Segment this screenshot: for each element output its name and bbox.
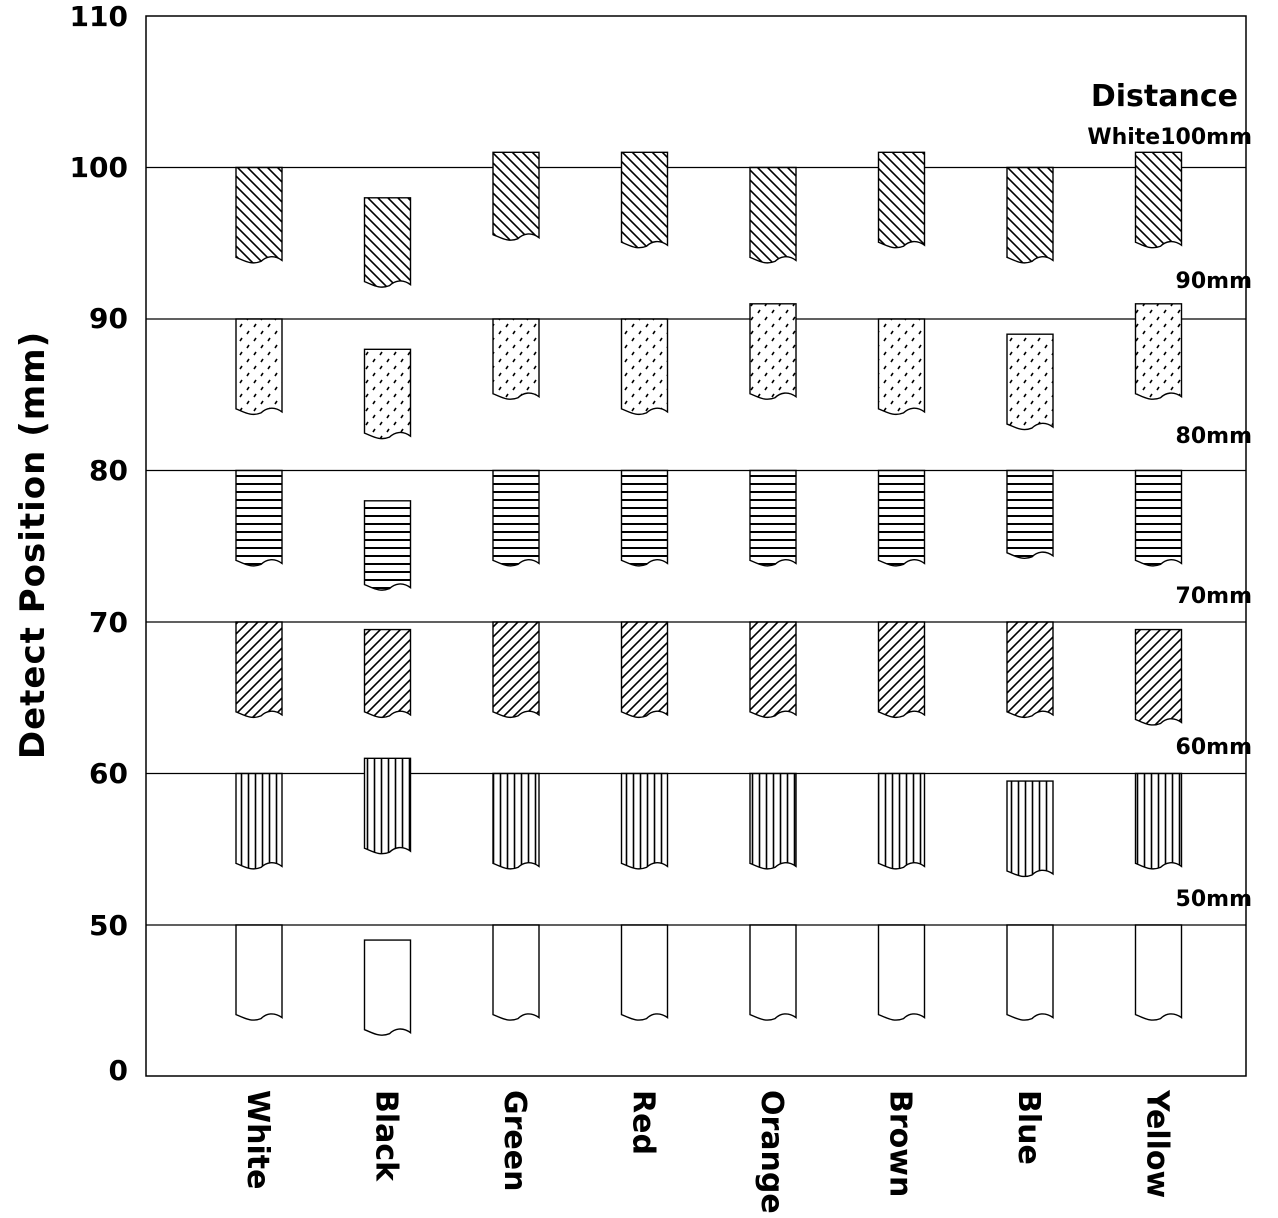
x-axis-ticks: White Black Green Red Orange Brown Blue Yellow — [240, 1089, 1175, 1214]
bar-80mm-brown — [877, 469, 926, 567]
bar-60mm-yellow — [1134, 772, 1183, 870]
bar-80mm-orange — [749, 469, 797, 567]
x-tick-label-green: Green — [497, 1090, 532, 1191]
series-label-90mm: 90mm — [1176, 269, 1252, 294]
bar-90mm-orange — [749, 303, 797, 400]
bar-60mm-white — [235, 772, 283, 870]
bar-90mm-red — [620, 318, 669, 416]
bar-80mm-white — [235, 469, 283, 567]
bar-70mm-yellow — [1134, 628, 1183, 726]
bar-90mm-white — [235, 318, 283, 416]
y-tick-label-70: 70 — [89, 606, 128, 639]
legend-title: Distance — [1091, 79, 1238, 114]
bar-70mm-blue — [1006, 621, 1054, 719]
bar-50mm-brown — [877, 924, 926, 1021]
y-tick-label-110: 110 — [70, 0, 128, 33]
plot-area — [145, 15, 1247, 1077]
bar-90mm-green — [492, 318, 540, 400]
bar-60mm-black — [363, 757, 412, 855]
bar-70mm-red — [620, 621, 669, 719]
bar-60mm-green — [492, 772, 540, 870]
series-labels: White100mm 90mm 80mm 70mm 60mm 50mm — [1087, 125, 1252, 912]
bar-60mm-brown — [877, 772, 926, 870]
bar-50mm-orange — [749, 924, 797, 1021]
bar-60mm-orange — [749, 772, 797, 870]
bar-white100mm-blue — [1006, 166, 1054, 264]
bar-70mm-white — [235, 621, 283, 719]
bar-50mm-red — [620, 924, 669, 1021]
y-tick-label-80: 80 — [89, 454, 128, 487]
series-label-60mm: 60mm — [1176, 735, 1252, 760]
bar-90mm-blue — [1006, 333, 1054, 431]
bar-50mm-black — [363, 939, 412, 1036]
x-tick-label-yellow: Yellow — [1140, 1089, 1175, 1198]
y-axis-ticks: 0 50 60 70 80 90 100 110 — [70, 0, 128, 1087]
bar-90mm-yellow — [1134, 303, 1183, 400]
bar-white100mm-green — [492, 151, 540, 241]
bar-white100mm-yellow — [1134, 151, 1183, 249]
gridlines — [146, 166, 1246, 926]
bar-50mm-green — [492, 924, 540, 1021]
bar-60mm-red — [620, 772, 669, 870]
y-tick-label-0: 0 — [109, 1054, 128, 1087]
bar-white100mm-white — [235, 166, 283, 264]
bar-white100mm-red — [620, 151, 669, 249]
bar-80mm-red — [620, 469, 669, 567]
bar-70mm-green — [492, 621, 540, 719]
bar-white100mm-black — [363, 197, 412, 288]
legend: Distance — [1091, 79, 1238, 114]
series-label-80mm: 80mm — [1176, 424, 1252, 449]
y-tick-label-100: 100 — [70, 151, 128, 184]
bar-50mm-blue — [1006, 924, 1054, 1021]
x-tick-label-black: Black — [369, 1090, 404, 1182]
series-label-50mm: 50mm — [1176, 887, 1252, 912]
bars — [235, 151, 1183, 1036]
bar-70mm-orange — [749, 621, 797, 719]
series-label-70mm: 70mm — [1176, 584, 1252, 609]
bar-50mm-yellow — [1134, 924, 1183, 1021]
x-tick-label-blue: Blue — [1011, 1090, 1046, 1165]
bar-50mm-white — [235, 924, 283, 1021]
x-tick-label-red: Red — [626, 1090, 661, 1155]
y-axis-label: Detect Position (mm) — [13, 331, 53, 759]
x-tick-label-brown: Brown — [883, 1090, 918, 1197]
bar-white100mm-orange — [749, 166, 797, 264]
plot-frame — [145, 15, 1247, 1077]
bar-90mm-brown — [877, 318, 926, 416]
bar-80mm-black — [363, 500, 412, 591]
bar-80mm-yellow — [1134, 469, 1183, 567]
bar-white100mm-brown — [877, 151, 926, 249]
y-tick-label-60: 60 — [89, 757, 128, 790]
bar-80mm-blue — [1006, 469, 1054, 560]
bar-80mm-green — [492, 469, 540, 567]
x-tick-label-white: White — [240, 1090, 275, 1189]
y-tick-label-50: 50 — [89, 909, 128, 942]
bar-70mm-black — [363, 628, 412, 719]
series-label-white100mm: White100mm — [1087, 125, 1252, 150]
x-tick-label-orange: Orange — [754, 1090, 789, 1214]
bar-90mm-black — [363, 348, 412, 440]
y-tick-label-90: 90 — [89, 302, 128, 335]
bar-60mm-blue — [1006, 780, 1054, 878]
bar-70mm-brown — [877, 621, 926, 719]
